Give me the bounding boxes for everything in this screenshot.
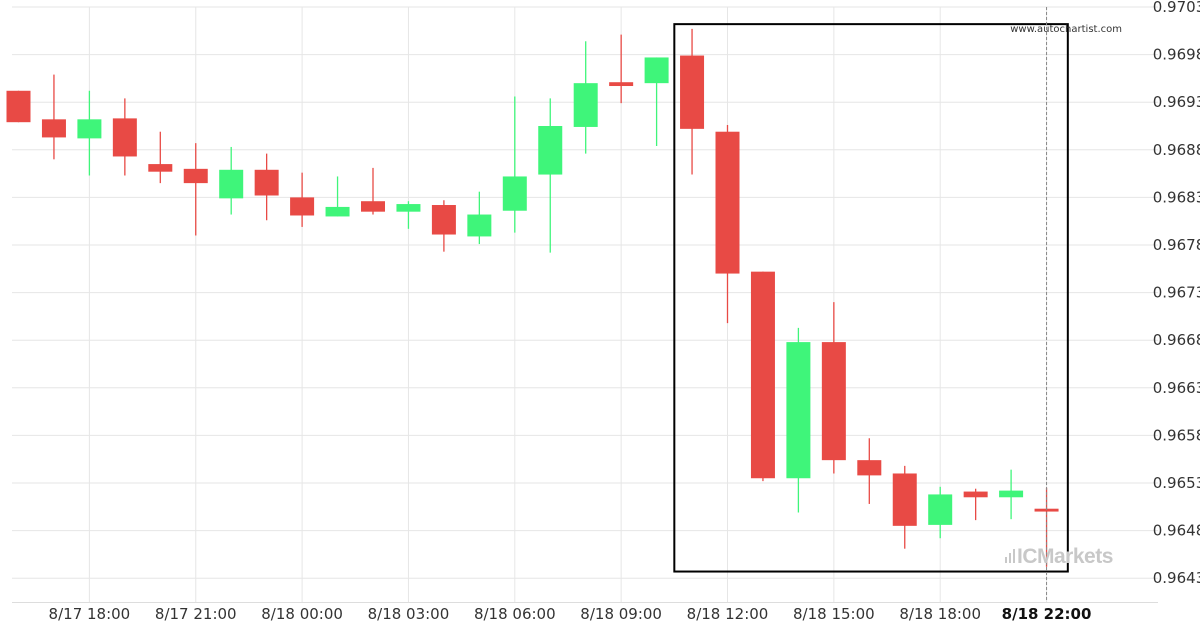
- x-axis-line: [12, 602, 1158, 603]
- y-tick-label: 0.9658: [1153, 426, 1200, 444]
- candle-body: [786, 342, 811, 479]
- brand-prefix: IC: [1017, 545, 1037, 568]
- candle-body: [502, 176, 527, 211]
- candle-body: [538, 126, 563, 175]
- candle-body: [290, 197, 315, 216]
- candle-bullish: [786, 327, 811, 513]
- x-tick-label: 8/18 18:00: [899, 605, 981, 623]
- brand-bars-icon: [1005, 549, 1015, 563]
- y-tick-label: 0.9683: [1153, 188, 1200, 206]
- candle-body: [431, 205, 456, 235]
- y-tick-label: 0.9648: [1153, 522, 1200, 540]
- candle-body: [467, 214, 492, 237]
- candle-body: [892, 473, 917, 526]
- candle-body: [928, 494, 953, 525]
- x-tick-label: 8/17 21:00: [155, 605, 237, 623]
- y-tick-label: 0.9663: [1153, 379, 1200, 397]
- x-tick-label: 8/18 09:00: [580, 605, 662, 623]
- candle-body: [999, 490, 1024, 498]
- candle-bullish: [644, 57, 669, 146]
- x-tick-label: 8/18 03:00: [368, 605, 450, 623]
- candle-body: [148, 164, 173, 172]
- y-tick-label: 0.9688: [1153, 141, 1200, 159]
- brand-suffix: Markets: [1037, 545, 1113, 568]
- candle-bullish: [325, 176, 350, 217]
- candle-body: [77, 119, 102, 139]
- x-tick-label: 8/18 22:00: [1002, 605, 1092, 623]
- candle-body: [750, 271, 775, 479]
- x-tick-label: 8/17 18:00: [49, 605, 131, 623]
- candle-bearish: [715, 125, 740, 324]
- candle-body: [573, 83, 598, 127]
- candle-bearish: [41, 74, 66, 160]
- x-tick-label: 8/18 12:00: [687, 605, 769, 623]
- y-tick-label: 0.9653: [1153, 474, 1200, 492]
- candle-bearish: [148, 131, 173, 184]
- candle-body: [112, 118, 137, 157]
- candle-body: [325, 206, 350, 217]
- candle-bullish: [573, 41, 598, 154]
- pattern-highlight-box: [673, 23, 1069, 573]
- candles-layer: [6, 28, 1059, 567]
- x-tick-label: 8/18 15:00: [793, 605, 875, 623]
- brand-logo: ICMarkets: [1005, 545, 1113, 568]
- candle-bearish: [183, 143, 208, 236]
- candle-bearish: [112, 98, 137, 176]
- candle-body: [183, 168, 208, 184]
- candle-bearish: [290, 172, 315, 227]
- candle-bullish: [502, 96, 527, 233]
- y-tick-label: 0.9703: [1153, 0, 1200, 16]
- candle-bearish: [892, 465, 917, 549]
- candle-body: [857, 460, 882, 476]
- watermark-text: www.autochartist.com: [1010, 24, 1122, 35]
- candle-body: [680, 55, 705, 129]
- candle-bullish: [77, 90, 102, 176]
- candle-bullish: [999, 469, 1024, 520]
- candle-body: [361, 201, 385, 212]
- candle-body: [396, 204, 421, 212]
- candle-body: [963, 491, 988, 498]
- candle-bearish: [609, 34, 634, 104]
- candle-body: [609, 82, 634, 87]
- y-axis: 0.9703 0.9698 0.9693 0.9688 0.9683 0.9678 0.96…: [1153, 0, 1200, 587]
- y-tick-label: 0.9693: [1153, 93, 1200, 111]
- candle-bearish: [821, 302, 846, 474]
- candle-body: [254, 169, 279, 196]
- candle-body: [715, 131, 740, 274]
- brand-name: ICMarkets: [1017, 545, 1113, 568]
- candle-body: [1034, 508, 1059, 512]
- y-tick-label: 0.9643: [1153, 569, 1200, 587]
- candle-body: [644, 57, 669, 84]
- candle-bullish: [219, 146, 244, 215]
- candle-bearish: [680, 28, 705, 175]
- candle-bullish: [928, 486, 953, 539]
- x-tick-label: 8/18 00:00: [261, 605, 343, 623]
- y-tick-label: 0.9698: [1153, 46, 1200, 64]
- y-tick-label: 0.9673: [1153, 284, 1200, 302]
- x-tick-label: 8/18 06:00: [474, 605, 556, 623]
- candle-bullish: [396, 201, 421, 229]
- candle-bearish: [254, 153, 279, 221]
- x-axis: 8/17 18:00 8/17 21:00 8/18 00:00 8/18 03:00…: [49, 605, 1092, 623]
- candle-bearish: [6, 90, 31, 123]
- candle-body: [41, 119, 66, 138]
- candle-bullish: [467, 191, 492, 245]
- overlay-layer: [673, 7, 1069, 602]
- candle-bearish: [431, 200, 456, 252]
- candle-bullish: [538, 98, 563, 253]
- candle-bearish: [963, 488, 988, 521]
- candle-body: [6, 90, 31, 123]
- candle-bearish: [750, 271, 775, 482]
- y-tick-label: 0.9668: [1153, 331, 1200, 349]
- candle-bearish: [857, 438, 882, 504]
- candle-bearish: [361, 167, 385, 215]
- candle-body: [821, 342, 846, 461]
- candle-body: [219, 169, 244, 199]
- y-tick-label: 0.9678: [1153, 236, 1200, 254]
